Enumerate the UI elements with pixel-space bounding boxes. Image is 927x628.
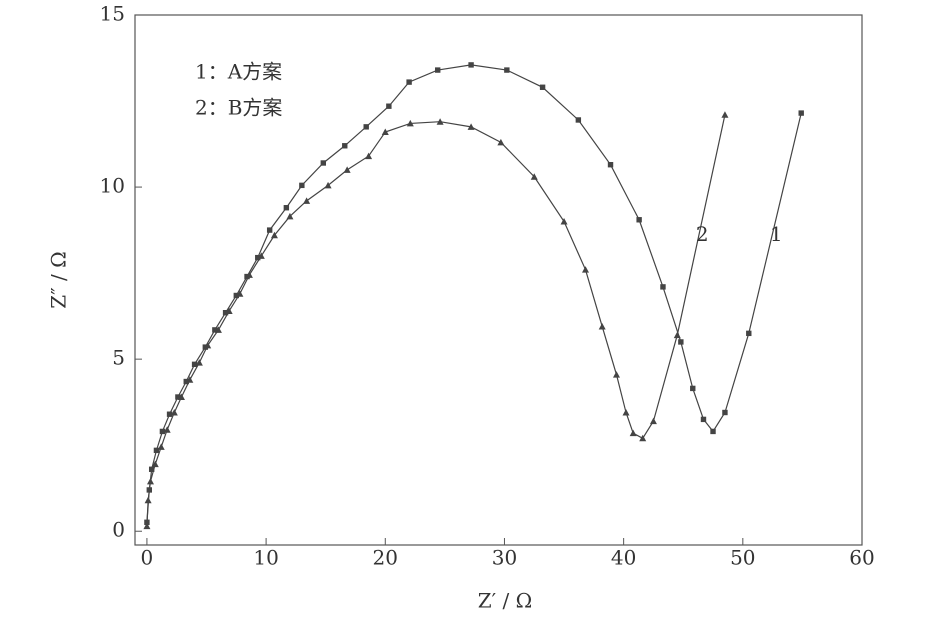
data-point	[673, 331, 681, 339]
data-point	[144, 496, 152, 504]
data-point	[649, 417, 657, 425]
data-point	[303, 197, 311, 204]
x-tick-label: 60	[849, 546, 874, 570]
data-point	[159, 428, 166, 435]
x-tick-label: 50	[730, 546, 755, 570]
data-point	[204, 341, 212, 349]
data-point	[299, 182, 305, 189]
data-point	[286, 212, 294, 220]
data-point	[148, 466, 155, 472]
data-point	[214, 326, 222, 333]
x-tick-label: 20	[373, 546, 398, 570]
y-axis-label: Z″ / Ω	[47, 251, 71, 308]
data-point	[151, 460, 159, 468]
data-point	[153, 447, 160, 454]
data-point	[146, 477, 154, 485]
data-point	[639, 434, 647, 442]
data-point	[700, 416, 707, 423]
data-point	[157, 443, 165, 450]
data-point	[257, 252, 265, 259]
x-tick-label: 0	[141, 546, 154, 570]
data-point	[212, 327, 218, 333]
data-point	[236, 290, 244, 297]
data-point	[233, 292, 240, 299]
data-point	[622, 409, 630, 416]
x-tick-label: 10	[253, 546, 278, 570]
data-point	[746, 330, 752, 337]
data-point	[721, 111, 729, 118]
legend-entry: 1：A方案	[195, 60, 282, 84]
data-point	[143, 522, 151, 530]
data-point	[363, 124, 369, 130]
data-point	[191, 361, 198, 368]
y-tick-label: 5	[112, 346, 125, 370]
data-point	[266, 227, 273, 233]
annotation: 2	[696, 222, 709, 246]
data-point	[186, 376, 194, 383]
data-point	[255, 254, 261, 261]
data-point	[660, 284, 666, 290]
data-point	[320, 160, 327, 166]
y-tick-label: 10	[100, 174, 125, 198]
data-point	[575, 117, 582, 123]
data-point	[166, 411, 173, 417]
data-point	[497, 138, 505, 146]
data-point	[539, 84, 546, 90]
data-point	[406, 119, 414, 127]
data-point	[163, 426, 171, 433]
data-point	[245, 271, 253, 278]
data-point	[283, 205, 290, 211]
series-line	[146, 114, 726, 527]
data-point	[222, 309, 229, 316]
data-point	[225, 307, 233, 314]
data-point	[582, 266, 590, 273]
data-point	[710, 428, 716, 435]
data-point	[678, 339, 684, 345]
annotation: 1	[770, 222, 783, 246]
data-point	[324, 181, 332, 189]
data-point	[636, 217, 642, 223]
y-tick-label: 15	[100, 2, 125, 26]
data-point	[175, 394, 181, 400]
legend-entry: 2：B方案	[195, 96, 282, 120]
data-point	[386, 103, 392, 109]
data-point	[406, 79, 412, 85]
data-point	[342, 143, 348, 149]
data-point	[436, 118, 444, 125]
data-point	[195, 359, 203, 366]
data-point	[722, 409, 728, 416]
x-tick-label: 40	[611, 546, 636, 570]
data-point	[560, 217, 568, 225]
data-point	[468, 62, 474, 68]
data-point	[343, 166, 351, 173]
data-point	[629, 429, 637, 437]
data-point	[607, 162, 614, 168]
data-point	[598, 322, 606, 330]
x-axis-label: Z′ / Ω	[478, 589, 532, 613]
data-point	[183, 378, 189, 385]
data-point	[612, 371, 620, 378]
plot-frame	[134, 14, 863, 546]
data-point	[381, 128, 389, 136]
data-point	[504, 67, 510, 73]
series-line	[146, 64, 802, 523]
data-point	[177, 393, 185, 401]
data-point	[365, 152, 373, 160]
data-point	[530, 173, 538, 180]
data-point	[467, 123, 475, 130]
data-point	[170, 409, 178, 416]
data-point	[435, 67, 441, 73]
x-tick-label: 30	[492, 546, 517, 570]
data-point	[690, 385, 696, 392]
y-tick-label: 0	[112, 518, 125, 542]
data-point	[798, 110, 804, 116]
data-point	[270, 231, 278, 239]
